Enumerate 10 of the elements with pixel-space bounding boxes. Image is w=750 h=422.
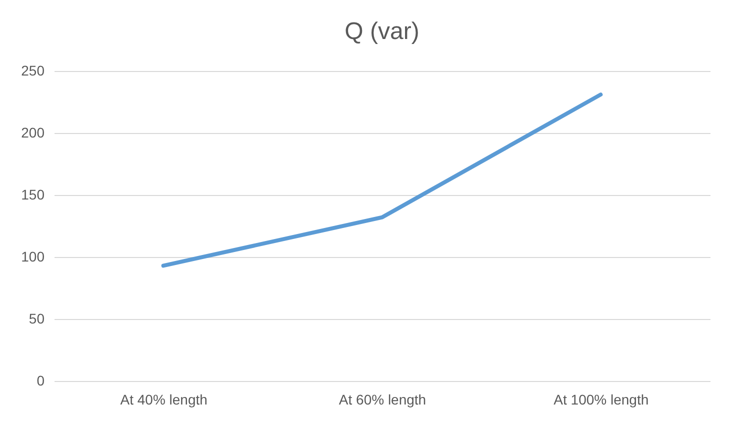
y-tick-label: 0: [36, 372, 45, 388]
y-tick-label: 150: [21, 186, 45, 202]
y-tick-label: 50: [28, 310, 45, 326]
y-tick-label: 100: [21, 248, 45, 264]
x-tick-label: At 40% length: [120, 392, 208, 408]
y-tick-label: 200: [21, 124, 45, 140]
y-tick-label: 250: [21, 62, 45, 78]
x-tick-label: At 60% length: [338, 392, 426, 408]
chart-title: Q (var): [344, 18, 420, 45]
x-tick-label: At 100% length: [554, 392, 649, 408]
